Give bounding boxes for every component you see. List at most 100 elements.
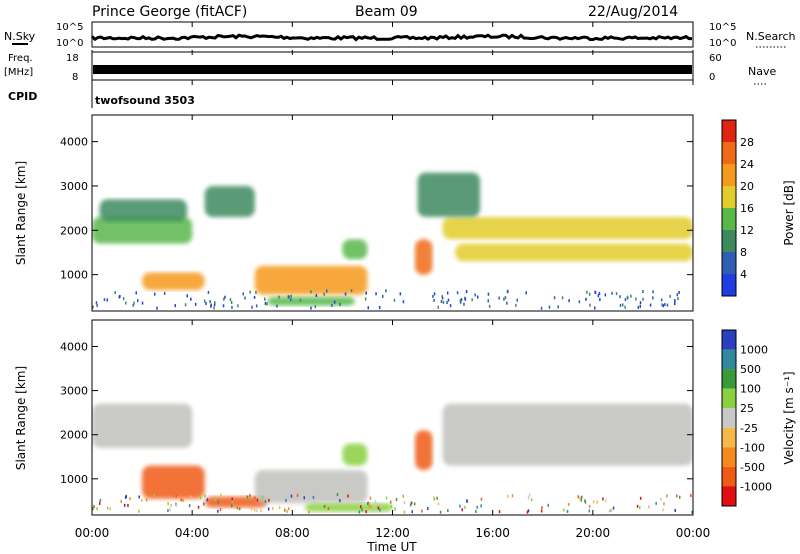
noise-pixel: [639, 496, 642, 500]
colorbar-tick: 4: [740, 268, 747, 281]
noise-pixel: [237, 304, 239, 308]
noise-pixel: [138, 495, 140, 499]
noise-pixel: [250, 507, 253, 511]
noise-pixel: [375, 292, 377, 296]
colorbar-swatch: [722, 208, 736, 230]
noise-pixel: [299, 298, 302, 302]
scatter-region: [142, 272, 205, 291]
noise-pixel: [594, 306, 596, 310]
noise-pixel: [256, 498, 259, 502]
noise-pixel: [369, 505, 372, 509]
noise-pixel: [313, 499, 315, 503]
nave-tick-bottom: 0: [709, 72, 715, 83]
noise-pixel: [636, 504, 639, 508]
noise-pixel: [244, 296, 246, 300]
colorbar-swatch: [722, 349, 736, 370]
noise-pixel: [639, 301, 642, 305]
noise-pixel: [662, 304, 665, 308]
noise-pixel: [213, 303, 216, 307]
noise-pixel: [676, 494, 678, 498]
noise-pixel: [480, 504, 482, 508]
colorbar-tick: 500: [740, 363, 761, 376]
noise-pixel: [666, 303, 669, 307]
noise-pixel: [427, 507, 429, 511]
noise-pixel: [231, 305, 233, 309]
noise-pixel: [339, 499, 341, 503]
power-y-axis: 1000 2000 3000 4000: [60, 136, 693, 282]
noise-pixel: [394, 507, 396, 511]
noise-pixel: [358, 510, 361, 514]
noise-pixel: [290, 294, 292, 298]
noise-pixel: [268, 498, 270, 502]
noise-pixel: [190, 495, 192, 499]
noise-pixel: [382, 294, 384, 298]
y-tick-label: 3000: [60, 385, 88, 398]
noise-pixel: [516, 298, 518, 302]
noise-pixel: [402, 300, 405, 304]
colorbar-tick: -100: [740, 441, 765, 454]
freq-label-line1: Freq.: [8, 53, 33, 64]
noise-pixel: [323, 292, 325, 296]
noise-pixel: [379, 508, 381, 512]
noise-pixel: [344, 292, 347, 296]
noise-pixel: [96, 507, 98, 511]
noise-pixel: [125, 494, 127, 498]
noise-pixel: [639, 304, 641, 308]
scatter-region: [342, 443, 368, 466]
noise-pixel: [619, 295, 621, 299]
noise-pixel: [389, 500, 392, 504]
colorbar-tick: 1000: [740, 344, 768, 357]
noise-pixel: [365, 291, 367, 295]
noise-pixel: [347, 494, 349, 498]
noise-pixel: [310, 306, 312, 310]
noise-pixel: [262, 495, 264, 499]
noise-pixel: [326, 289, 328, 293]
noise-pixel: [120, 499, 122, 503]
noise-pixel: [361, 508, 363, 512]
noise-pixel: [135, 291, 137, 295]
noise-pixel: [642, 290, 644, 293]
noise-pixel: [439, 510, 442, 514]
noise-pixel: [339, 302, 341, 306]
noise-pixel: [464, 297, 467, 301]
noise-pixel: [138, 509, 140, 513]
nsky-tick-top: 10^5: [56, 22, 83, 33]
noise-pixel: [635, 297, 637, 301]
colorbar-tick: 28: [740, 136, 754, 149]
noise-pixel: [205, 302, 207, 305]
noise-pixel: [125, 301, 127, 305]
noise-pixel: [446, 301, 448, 305]
noise-pixel: [488, 304, 491, 308]
noise-pixel: [186, 294, 188, 298]
noise-pixel: [446, 291, 449, 295]
noise-pixel: [540, 509, 543, 513]
noise-pixel: [251, 305, 253, 309]
scatter-region: [342, 239, 368, 260]
noise-pixel: [224, 295, 226, 299]
nsky-trace: [90, 33, 692, 42]
noise-pixel: [203, 502, 205, 506]
noise-pixel: [182, 498, 184, 502]
noise-pixel: [436, 496, 438, 500]
noise-pixel: [474, 293, 476, 297]
colorbar-swatch: [722, 142, 736, 164]
noise-pixel: [278, 506, 281, 510]
noise-pixel: [624, 305, 626, 309]
colorbar-swatch: [722, 369, 736, 389]
noise-pixel: [106, 506, 109, 510]
noise-pixel: [660, 497, 662, 501]
noise-pixel: [553, 296, 556, 300]
noise-pixel: [563, 508, 565, 512]
noise-pixel: [666, 494, 668, 498]
noise-pixel: [95, 301, 98, 305]
noise-pixel: [432, 295, 434, 298]
noise-pixel: [402, 494, 404, 498]
noise-pixel: [206, 498, 209, 502]
noise-pixel: [222, 304, 225, 308]
noise-pixel: [220, 493, 222, 497]
noise-pixel: [421, 509, 423, 513]
noise-pixel: [197, 505, 200, 509]
power-noise-speckle: [92, 289, 680, 310]
noise-pixel: [290, 298, 292, 302]
noise-pixel: [217, 509, 219, 513]
